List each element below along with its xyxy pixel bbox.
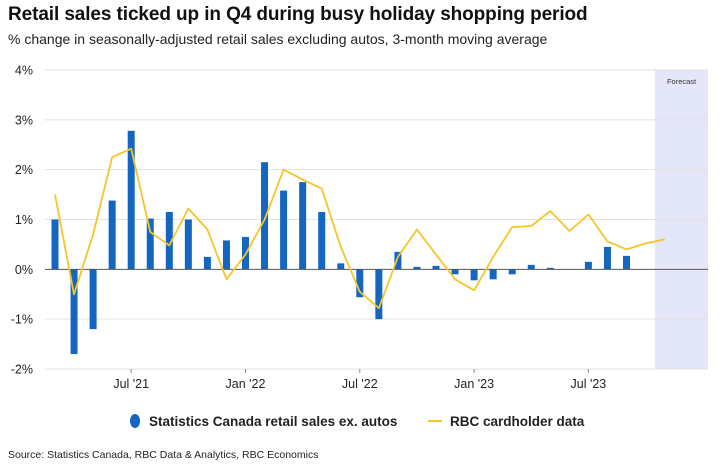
legend-bar-marker xyxy=(130,414,140,428)
bar xyxy=(375,269,383,320)
bar xyxy=(508,269,516,275)
bar xyxy=(299,182,307,270)
bar xyxy=(470,269,478,281)
bar xyxy=(108,200,116,270)
x-tick-label: Jan '23 xyxy=(454,377,494,391)
bar xyxy=(261,162,269,270)
bar xyxy=(127,130,135,270)
bar xyxy=(356,269,364,298)
bar xyxy=(413,266,421,270)
x-tick-label: Jul '22 xyxy=(342,377,378,391)
bar xyxy=(337,263,345,270)
legend-label-rbc: RBC cardholder data xyxy=(450,414,585,429)
bar xyxy=(623,255,630,270)
bar xyxy=(394,251,402,270)
y-tick-label: 1% xyxy=(15,213,33,227)
bar xyxy=(51,219,59,270)
y-tick-label: 2% xyxy=(15,163,33,177)
y-tick-label: 3% xyxy=(15,113,33,127)
bar xyxy=(222,240,230,270)
bar xyxy=(165,212,173,270)
bar xyxy=(546,267,554,270)
bar xyxy=(89,269,97,330)
bar xyxy=(70,269,78,355)
bar xyxy=(146,218,154,270)
chart-source: Source: Statistics Canada, RBC Data & An… xyxy=(8,449,319,461)
x-tick-label: Jan '22 xyxy=(226,377,266,391)
series-line-rbc-cardholder xyxy=(54,147,665,310)
bar xyxy=(432,265,440,270)
forecast-label: Forecast xyxy=(667,77,697,86)
bar xyxy=(184,219,192,270)
bar xyxy=(203,256,211,270)
x-tick-label: Jul '23 xyxy=(571,377,607,391)
bar xyxy=(489,269,497,280)
bar xyxy=(603,246,611,270)
y-tick-label: 0% xyxy=(15,263,33,277)
bar xyxy=(527,264,535,270)
chart-subtitle: % change in seasonally-adjusted retail s… xyxy=(8,31,548,47)
bar xyxy=(280,190,288,270)
legend-label-statcan: Statistics Canada retail sales ex. autos xyxy=(149,414,397,429)
bar xyxy=(318,212,326,270)
bar xyxy=(451,269,459,275)
y-tick-label: -1% xyxy=(11,313,33,327)
chart-title: Retail sales ticked up in Q4 during busy… xyxy=(8,4,588,25)
y-tick-label: 4% xyxy=(15,64,33,78)
y-tick-label: -2% xyxy=(11,363,33,377)
bar xyxy=(584,261,592,270)
x-tick-label: Jul '21 xyxy=(113,377,149,391)
